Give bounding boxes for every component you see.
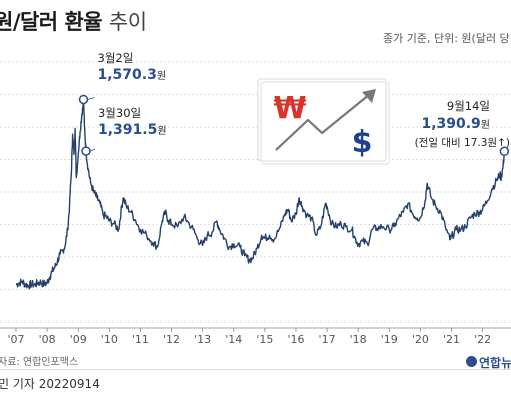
icon-card (257, 78, 387, 162)
yonhap-logo: 연합뉴스 (461, 354, 511, 371)
title-main: 원/달러 환율 (0, 10, 103, 34)
x-tick-label: '07 (7, 333, 24, 346)
x-tick-label: '16 (287, 333, 304, 346)
annotation-note: (전일 대비 17.3원↑) (415, 136, 510, 149)
x-tick-label: '10 (101, 333, 118, 346)
source-note: 자료: 연합인포맥스 (0, 357, 79, 368)
yonhap-logo-icon (466, 356, 477, 367)
trend-arrow-line (275, 93, 371, 151)
x-tick-label: '14 (225, 333, 242, 346)
rate-line (15, 98, 506, 290)
x-tick-label: '08 (39, 333, 56, 346)
unit-note: 종가 기준, 단위: 원(달러 당) (383, 32, 511, 45)
x-tick-label: '18 (350, 333, 367, 346)
footer-divider (0, 369, 511, 370)
logo-text: 연합뉴스 (479, 356, 511, 370)
annotation-marker (81, 146, 91, 156)
x-tick-label: '12 (163, 333, 180, 346)
annotation-value: 1,391.5원 (98, 122, 167, 138)
annotation-leader (89, 148, 96, 152)
x-tick-label: '13 (194, 333, 211, 346)
x-tick-label: '20 (412, 333, 429, 346)
annotation-unit: 원 (481, 119, 490, 131)
x-tick-label: '21 (443, 333, 460, 346)
dollar-symbol: $ (352, 125, 373, 160)
annotation-marker (78, 94, 89, 105)
icon-card-shadow (260, 81, 390, 165)
annotation-marker (499, 146, 510, 157)
x-tick-label: '22 (474, 333, 491, 346)
annotation-value: 1,570.3원 (98, 67, 167, 83)
trend-arrow-head (362, 89, 376, 103)
reporter-credit: 민 기자 20220914 (0, 377, 100, 391)
title-sub: 추이 (108, 10, 147, 34)
annotation-date: 3월2일 (98, 51, 134, 65)
x-tick-label: '15 (256, 333, 273, 346)
x-tick-label: '11 (132, 333, 149, 346)
annotation-date: 9월14일 (447, 99, 490, 113)
won-dollar-exchange-icon: ₩$ (257, 78, 390, 165)
chart-title: 원/달러 환율 추이 (0, 6, 147, 36)
x-tick-label: '09 (70, 333, 87, 346)
annotation-value: 1,390.9원 (421, 116, 490, 132)
x-tick-label: '19 (381, 333, 398, 346)
annotation-unit: 원 (157, 70, 166, 82)
annotation-leader (87, 97, 95, 100)
annotation-unit: 원 (157, 125, 166, 137)
x-tick-label: '17 (319, 333, 336, 346)
won-symbol: ₩ (273, 91, 306, 126)
annotation-date: 3월30일 (98, 106, 141, 120)
